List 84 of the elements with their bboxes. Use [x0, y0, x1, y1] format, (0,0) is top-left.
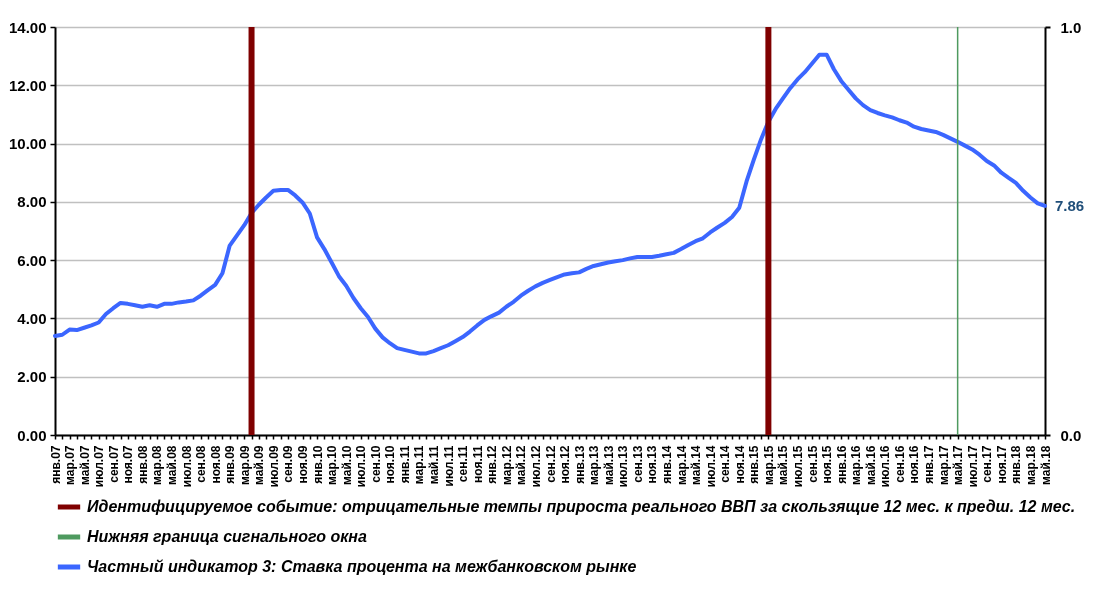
- y-tick-label: 4.00: [17, 309, 47, 327]
- x-tick-label: май.15: [776, 445, 791, 485]
- x-tick-label: июл.13: [616, 445, 631, 488]
- y-tick-label: 12.00: [8, 76, 47, 94]
- x-tick-label: янв.16: [834, 445, 849, 484]
- x-tick-label: янв.08: [135, 445, 150, 484]
- x-tick-label: сен.17: [980, 445, 995, 483]
- x-tick-label: май.12: [514, 445, 529, 485]
- x-tick-label: янв.13: [572, 445, 587, 484]
- y2-tick-label: 1.0: [1060, 18, 1082, 36]
- y-tick-label: 0.00: [17, 426, 47, 444]
- x-tick-label: янв.18: [1009, 445, 1024, 484]
- x-tick-label: ноя.08: [208, 445, 223, 484]
- x-tick-label: ноя.11: [470, 445, 485, 483]
- x-tick-label: сен.08: [194, 445, 209, 483]
- x-tick-label: янв.11: [397, 445, 412, 484]
- annotation: 7.86: [1055, 196, 1085, 214]
- x-tick-label: мар.08: [150, 445, 165, 485]
- y-tick-label: 8.00: [17, 193, 47, 211]
- x-tick-label: сен.07: [106, 445, 121, 483]
- x-tick-label: июл.15: [791, 445, 805, 488]
- x-tick-label: июл.16: [878, 445, 893, 488]
- x-tick-label: июл.11: [441, 445, 456, 487]
- x-tick-label: мар.18: [1023, 445, 1038, 485]
- x-tick-label: янв.17: [922, 445, 937, 484]
- x-tick-label: мар.10: [325, 445, 340, 485]
- x-tick-label: ноя.09: [296, 445, 310, 484]
- legend-label: Идентифицируемое событие: отрицательные темпы прироста реального ВВП за скользящие 12 мес. к предш. 12 мес.: [87, 498, 1076, 515]
- x-tick-label: сен.09: [281, 445, 296, 483]
- x-tick-label: янв.14: [659, 445, 674, 484]
- x-tick-label: май.17: [951, 445, 966, 485]
- y-tick-label: 10.00: [8, 135, 47, 153]
- x-tick-label: июл.09: [266, 445, 281, 488]
- x-tick-label: сен.12: [543, 445, 558, 483]
- x-tick-label: сен.11: [456, 445, 471, 483]
- x-tick-label: ноя.14: [732, 445, 747, 484]
- x-tick-label: июл.10: [354, 445, 369, 488]
- x-tick-label: мар.17: [936, 445, 951, 485]
- y2-tick-label: 0.0: [1060, 426, 1082, 444]
- x-tick-label: май.08: [164, 445, 179, 485]
- x-tick-label: июл.08: [179, 445, 194, 488]
- x-tick-label: ноя.10: [383, 445, 398, 484]
- x-tick-label: ноя.15: [820, 445, 835, 484]
- x-tick-label: май.09: [252, 445, 267, 485]
- legend-label: Частный индикатор 3: Ставка процента на межбанковском рынке: [87, 558, 637, 575]
- x-tick-label: май.07: [77, 445, 92, 485]
- x-tick-label: сен.10: [368, 445, 383, 483]
- legend-label: Нижняя граница сигнального окна: [87, 528, 367, 545]
- x-tick-label: мар.15: [761, 445, 776, 485]
- x-tick-label: ноя.17: [994, 445, 1009, 484]
- x-tick-label: май.16: [863, 445, 878, 485]
- x-tick-label: сен.14: [718, 445, 733, 483]
- x-tick-label: июл.07: [92, 445, 107, 488]
- x-tick-label: мар.13: [587, 445, 602, 485]
- x-tick-label: ноя.13: [645, 445, 660, 484]
- x-tick-label: мар.16: [849, 445, 864, 485]
- x-tick-label: мар.07: [63, 445, 78, 485]
- y-tick-label: 2.00: [17, 368, 47, 386]
- line-series: [53, 52, 1047, 356]
- x-tick-label: янв.15: [747, 445, 762, 484]
- x-tick-label: сен.16: [892, 445, 907, 483]
- x-tick-label: июл.12: [528, 445, 543, 488]
- x-tick-label: ноя.07: [121, 445, 136, 484]
- x-tick-label: июл.14: [703, 445, 718, 488]
- x-tick-label: май.10: [339, 445, 354, 485]
- x-tick-label: янв.12: [485, 445, 500, 484]
- y-tick-label: 14.00: [8, 18, 47, 36]
- x-tick-label: сен.15: [805, 445, 820, 483]
- x-tick-label: янв.07: [48, 445, 63, 484]
- x-tick-label: май.18: [1038, 445, 1053, 485]
- x-tick-label: ноя.12: [558, 445, 573, 484]
- x-tick-label: май.11: [427, 445, 442, 485]
- x-tick-label: янв.09: [223, 445, 238, 484]
- x-tick-label: май.14: [689, 445, 704, 485]
- x-tick-label: май.13: [601, 445, 616, 485]
- x-tick-label: сен.13: [630, 445, 645, 483]
- x-tick-label: янв.10: [310, 445, 325, 484]
- x-tick-label: ноя.16: [907, 445, 922, 484]
- x-tick-label: июл.17: [965, 445, 980, 488]
- x-tick-label: мар.11: [412, 445, 427, 485]
- x-tick-label: мар.12: [499, 445, 514, 485]
- x-tick-label: мар.14: [674, 445, 689, 485]
- y-tick-label: 6.00: [17, 251, 47, 269]
- x-tick-label: мар.09: [237, 445, 252, 485]
